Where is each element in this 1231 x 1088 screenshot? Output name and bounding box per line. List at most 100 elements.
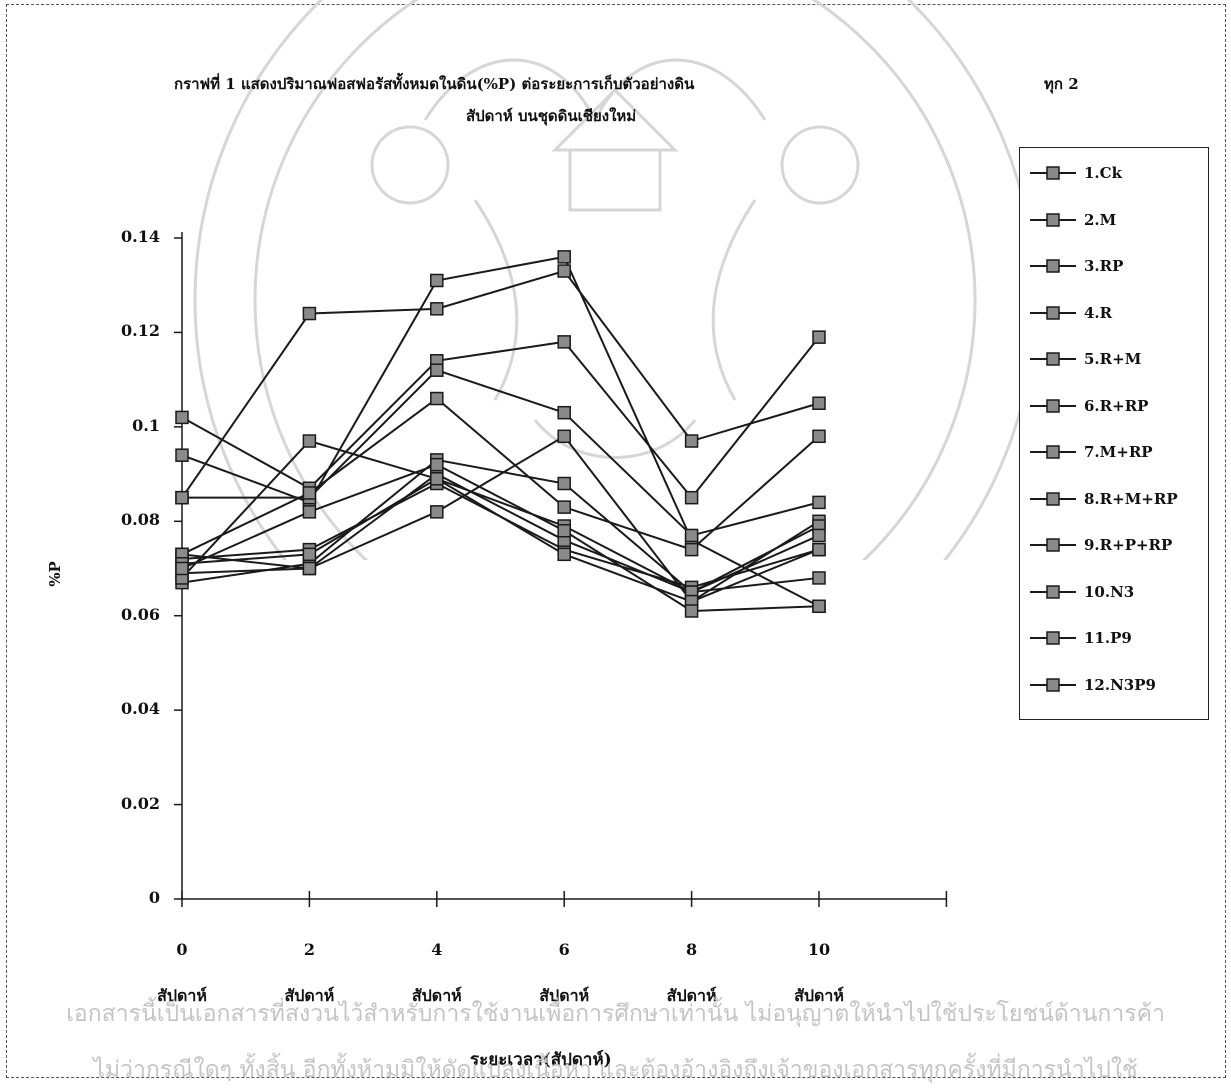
legend-item: 7.M+RP: [1028, 439, 1153, 465]
y-tick-label: 0: [148, 888, 160, 907]
x-tick-unit-label: สัปดาห์: [284, 986, 335, 1005]
x-tick-unit-label: สัปดาห์: [539, 986, 590, 1005]
series-point-8: [430, 363, 444, 377]
chart-title-line1-tail: ทุก 2: [1044, 75, 1079, 93]
series-line-1: [181, 482, 820, 589]
legend-item: 9.R+P+RP: [1028, 532, 1172, 558]
legend-label: 8.R+M+RP: [1084, 489, 1178, 508]
legend-item: 2.M: [1028, 207, 1116, 233]
legend-swatch: [1030, 398, 1076, 413]
series-point-8: [557, 405, 571, 420]
x-tick-label: 4: [431, 940, 443, 959]
legend-label: 6.R+RP: [1084, 396, 1149, 415]
legend-item: 10.N3: [1028, 579, 1134, 605]
y-tick-label: 0.04: [121, 699, 160, 719]
series-point-9: [557, 500, 571, 514]
y-tick-label: 0.12: [121, 321, 160, 341]
chart-legend: 1.Ck 2.M 3.RP 4.R 5.R+M 6.R+RP 7.M+RP 8.R+M+RP 9…: [1019, 147, 1209, 720]
series-point-10: [302, 434, 317, 448]
y-tick-label: 0.14: [121, 227, 160, 246]
legend-swatch: [1030, 584, 1076, 599]
series-point-4: [430, 505, 444, 519]
legend-label: 7.M+RP: [1084, 443, 1153, 461]
series-point-9: [812, 429, 826, 444]
legend-label: 12.N3P9: [1084, 675, 1156, 694]
series-line-10: [181, 439, 820, 594]
y-axis-label: %P: [45, 561, 64, 587]
series-point-5: [430, 273, 444, 288]
series-point-11: [430, 472, 444, 486]
series-point-12: [430, 457, 444, 472]
legend-swatch: [1030, 445, 1076, 459]
series-point-11: [302, 547, 317, 562]
chart-frame: [6, 4, 1226, 1078]
series-line-5: [181, 255, 820, 608]
series-line-3: [181, 336, 820, 500]
legend-label: 1.Ck: [1084, 164, 1122, 182]
series-point-9: [684, 542, 699, 557]
series-point-6: [812, 396, 826, 410]
series-line-11: [181, 477, 820, 603]
x-tick-label: 6: [558, 940, 570, 959]
legend-label: 11.P9: [1084, 629, 1132, 647]
series-point-11: [557, 547, 571, 562]
x-tick-label: 0: [176, 940, 188, 959]
series-line-9: [181, 397, 820, 556]
series-point-6: [684, 434, 699, 448]
legend-label: 9.R+P+RP: [1084, 536, 1173, 554]
series-point-7: [302, 561, 317, 576]
legend-swatch: [1030, 491, 1076, 506]
legend-label: 2.M: [1084, 210, 1117, 229]
legend-item: 12.N3P9: [1028, 672, 1156, 698]
x-axis-label: ระยะเวลา(สัปดาห์): [470, 1050, 612, 1070]
x-tick-unit-label: สัปดาห์: [157, 986, 207, 1005]
y-tick-label: 0.02: [121, 793, 160, 813]
series-point-8: [812, 495, 826, 510]
series-point-12: [812, 599, 826, 614]
series-point-3: [175, 410, 189, 425]
series-point-12: [557, 523, 571, 538]
legend-swatch: [1030, 538, 1076, 552]
series-point-4: [557, 429, 571, 444]
series-point-6: [557, 264, 571, 278]
x-tick-label: 2: [303, 940, 315, 959]
series-point-9: [430, 391, 444, 406]
y-tick-label: 0.06: [121, 604, 160, 624]
series-point-12: [175, 561, 189, 576]
legend-swatch: [1030, 677, 1076, 692]
legend-swatch: [1030, 259, 1076, 273]
series-point-6: [302, 306, 317, 321]
chart-title-line1: กราฟที่ 1 แสดงปริมาณฟอสฟอรัสทั้งหมดในดิน…: [174, 75, 695, 93]
legend-label: 4.R: [1084, 303, 1113, 322]
y-tick-label: 0.08: [121, 510, 160, 530]
series-point-2: [812, 571, 826, 585]
legend-swatch: [1030, 166, 1076, 180]
series-point-12: [684, 604, 699, 618]
x-tick-unit-label: สัปดาห์: [666, 986, 717, 1005]
legend-label: 3.RP: [1084, 257, 1124, 275]
x-tick-unit-label: สัปดาห์: [794, 986, 844, 1005]
series-point-3: [812, 330, 826, 344]
series-point-12: [302, 505, 317, 519]
legend-item: 4.R: [1028, 300, 1112, 326]
series-point-5: [557, 250, 571, 264]
legend-item: 3.RP: [1028, 253, 1123, 279]
series-point-3: [684, 490, 699, 505]
x-tick-label: 8: [686, 940, 698, 959]
legend-swatch: [1030, 212, 1076, 227]
series-point-11: [812, 542, 826, 557]
series-point-8: [175, 490, 189, 505]
legend-label: 10.N3: [1084, 582, 1135, 601]
legend-item: 11.P9: [1028, 625, 1132, 651]
legend-label: 5.R+M: [1084, 350, 1142, 368]
series-point-8: [684, 528, 699, 543]
series-point-5: [175, 448, 189, 462]
series-line-4: [181, 434, 820, 603]
series-point-10: [812, 528, 826, 543]
legend-swatch: [1030, 352, 1076, 366]
series-line-12: [181, 463, 820, 613]
legend-item: 5.R+M: [1028, 346, 1141, 372]
series-point-6: [430, 302, 444, 316]
series-point-3: [557, 335, 571, 349]
